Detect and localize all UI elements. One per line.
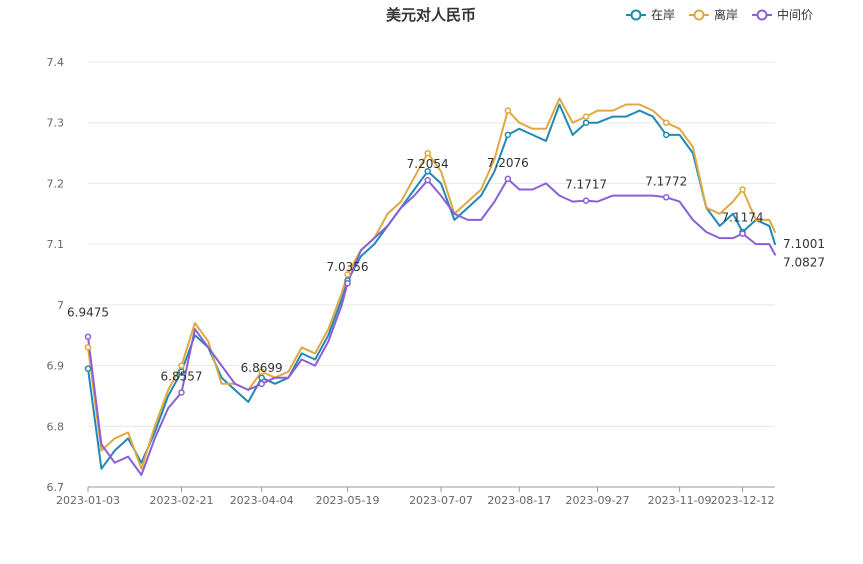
legend-item-0: 在岸 bbox=[626, 8, 675, 22]
data-label: 7.0827 bbox=[783, 256, 825, 270]
data-point-marker bbox=[504, 131, 512, 139]
legend-item-2: 中间价 bbox=[752, 7, 813, 22]
series-line-2 bbox=[87, 177, 776, 476]
x-tick-label: 2023-02-21 bbox=[150, 494, 214, 507]
data-point-marker bbox=[424, 149, 431, 157]
data-point-marker bbox=[739, 230, 746, 237]
x-tick-label: 2023-08-17 bbox=[487, 494, 551, 507]
data-point-marker bbox=[84, 365, 92, 372]
data-point-marker bbox=[582, 119, 590, 126]
y-tick-label: 7.2 bbox=[47, 177, 65, 190]
data-point-marker bbox=[178, 389, 185, 396]
x-tick-label: 2023-01-03 bbox=[56, 494, 120, 507]
data-label: 6.8699 bbox=[241, 361, 283, 375]
chart-title: 美元对人民币 bbox=[386, 6, 476, 24]
data-point-marker bbox=[178, 362, 185, 369]
data-point-marker bbox=[662, 119, 670, 126]
data-point-marker bbox=[258, 374, 265, 381]
data-point-marker bbox=[504, 175, 512, 183]
data-label: 7.1772 bbox=[645, 174, 687, 188]
data-label: 7.1717 bbox=[565, 178, 607, 192]
data-point-marker bbox=[424, 168, 431, 175]
x-tick-label: 2023-04-04 bbox=[230, 494, 294, 507]
data-label: 6.8557 bbox=[161, 369, 203, 383]
axes: 6.7 6.8 6.9 7 7.1 7.2 7.3 7.4 2023-01-03 2023-02-… bbox=[47, 56, 775, 507]
legend-marker-icon bbox=[693, 9, 705, 21]
data-label: 7.1001 bbox=[783, 237, 825, 251]
data-point-marker bbox=[739, 186, 746, 193]
data-point-marker bbox=[84, 344, 92, 351]
data-point-marker bbox=[424, 176, 431, 184]
x-tick-label: 2023-05-19 bbox=[316, 494, 380, 507]
y-tick-label: 6.9 bbox=[47, 360, 65, 373]
series-lines bbox=[84, 97, 776, 476]
legend-marker-icon bbox=[756, 9, 768, 21]
legend-label: 离岸 bbox=[714, 7, 738, 22]
data-point-marker bbox=[178, 368, 185, 375]
legend-label: 中间价 bbox=[777, 7, 813, 22]
legend-item-1: 离岸 bbox=[689, 7, 738, 22]
data-point-marker bbox=[504, 107, 512, 114]
x-tick-label: 2023-07-07 bbox=[409, 494, 473, 507]
x-tick-label: 2023-12-12 bbox=[711, 494, 775, 507]
data-label: 7.0356 bbox=[327, 260, 369, 274]
data-point-marker bbox=[258, 368, 265, 375]
data-point-marker bbox=[344, 271, 351, 278]
data-point-marker bbox=[582, 197, 590, 204]
data-point-marker bbox=[662, 131, 670, 139]
data-labels: 6.9475 6.8557 6.8699 7.0356 7.2054 7.2076 7.17… bbox=[67, 156, 825, 384]
data-point-marker bbox=[84, 333, 92, 340]
legend-marker-icon bbox=[630, 9, 642, 21]
data-label: 7.1174 bbox=[722, 211, 764, 225]
data-label: 6.9475 bbox=[67, 306, 109, 320]
data-point-marker bbox=[662, 194, 670, 201]
y-tick-label: 7.4 bbox=[47, 56, 65, 69]
data-point-marker bbox=[344, 279, 351, 287]
legend-label: 在岸 bbox=[651, 8, 675, 22]
series-line-1 bbox=[87, 97, 776, 470]
y-tick-label: 6.8 bbox=[47, 420, 65, 433]
x-tick-label: 2023-09-27 bbox=[566, 494, 630, 507]
data-label: 7.2054 bbox=[407, 157, 449, 171]
y-tick-label: 7 bbox=[57, 299, 64, 312]
data-point-marker bbox=[258, 380, 265, 388]
data-point-marker bbox=[582, 113, 590, 120]
y-tick-label: 6.7 bbox=[47, 481, 65, 494]
data-label: 7.2076 bbox=[487, 156, 529, 170]
x-tick-label: 2023-11-09 bbox=[648, 494, 712, 507]
y-tick-label: 7.1 bbox=[47, 238, 65, 251]
y-tick-label: 7.3 bbox=[47, 117, 65, 130]
legend: 在岸 离岸 中间价 bbox=[626, 7, 813, 22]
